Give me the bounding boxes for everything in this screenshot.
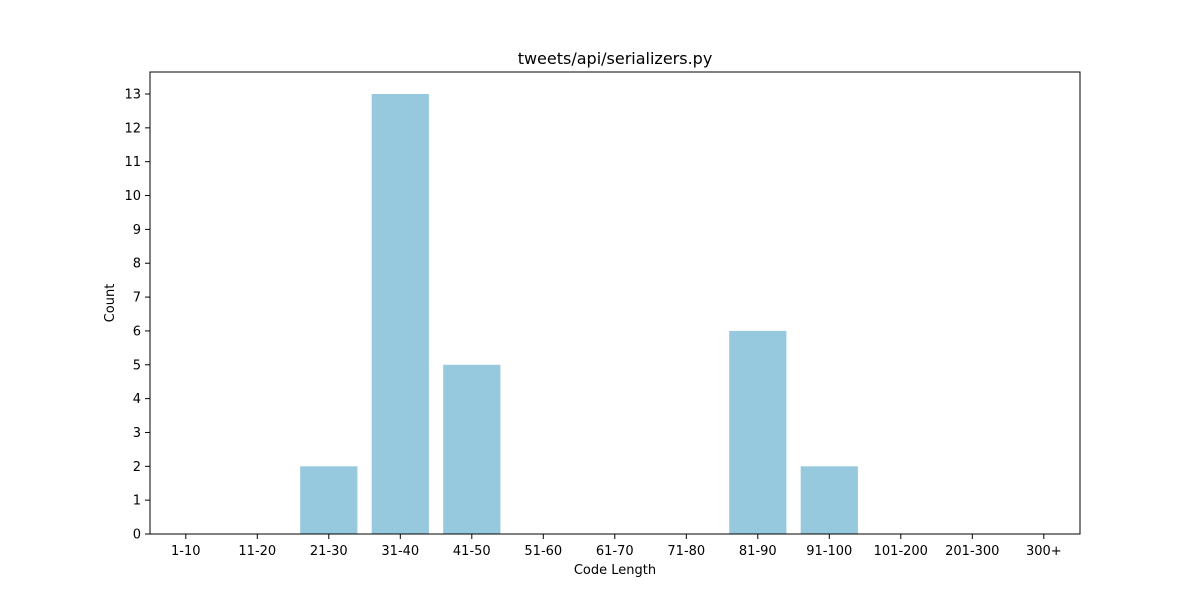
y-tick-label: 10 xyxy=(124,189,141,204)
y-tick-label: 11 xyxy=(124,155,141,170)
y-tick-label: 12 xyxy=(124,121,141,136)
x-axis-label: Code Length xyxy=(574,563,656,578)
y-tick-label: 1 xyxy=(133,494,141,509)
x-tick-label: 201-300 xyxy=(945,544,999,559)
y-tick-label: 5 xyxy=(133,358,141,373)
y-tick-label: 6 xyxy=(133,324,141,339)
bars-group xyxy=(300,94,858,534)
bar-21-30 xyxy=(300,466,358,534)
chart-title: tweets/api/serializers.py xyxy=(518,49,713,68)
x-tick-label: 300+ xyxy=(1026,544,1062,559)
x-tick-label: 91-100 xyxy=(806,544,852,559)
bar-81-90 xyxy=(729,330,787,534)
y-axis-label: Count xyxy=(103,284,118,323)
y-tick-label: 7 xyxy=(133,291,141,306)
y-tick-label: 9 xyxy=(133,223,141,238)
x-tick-label: 31-40 xyxy=(381,544,419,559)
x-tick-label: 101-200 xyxy=(874,544,928,559)
y-tick-label: 13 xyxy=(124,88,141,103)
y-tick-label: 8 xyxy=(133,257,141,272)
x-tick-label: 51-60 xyxy=(524,544,562,559)
x-tick-label: 61-70 xyxy=(596,544,634,559)
y-tick-label: 4 xyxy=(133,392,141,407)
y-tick-label: 0 xyxy=(133,528,141,543)
x-axis: 1-10 11-20 21-30 31-40 41-50 51-60 61-70 71-80 8… xyxy=(171,534,1062,559)
x-tick-label: 1-10 xyxy=(171,544,201,559)
x-tick-label: 71-80 xyxy=(667,544,705,559)
x-tick-label: 21-30 xyxy=(310,544,348,559)
bar-91-100 xyxy=(800,466,858,534)
x-tick-label: 81-90 xyxy=(739,544,777,559)
x-tick-label: 11-20 xyxy=(238,544,276,559)
y-tick-label: 3 xyxy=(133,426,141,441)
bar-31-40 xyxy=(371,94,429,534)
x-tick-label: 41-50 xyxy=(453,544,491,559)
y-tick-label: 2 xyxy=(133,460,141,475)
bar-41-50 xyxy=(443,364,501,534)
